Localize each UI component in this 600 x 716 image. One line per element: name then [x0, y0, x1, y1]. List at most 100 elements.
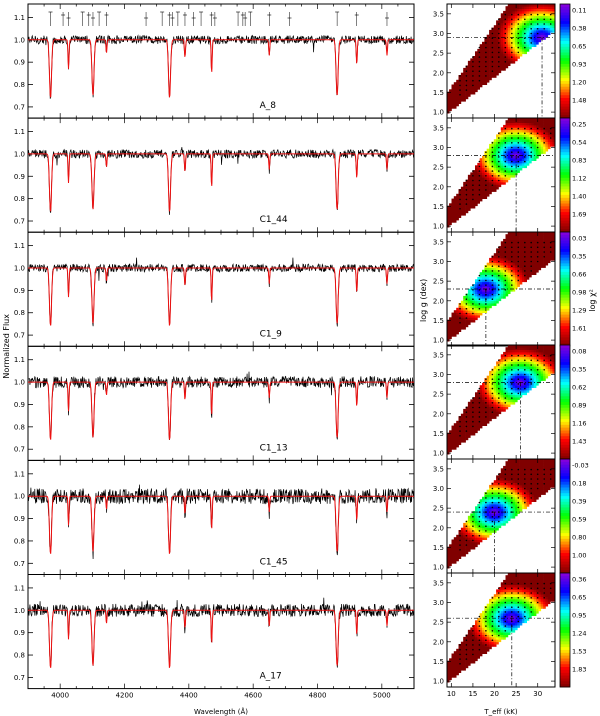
heatmap-cell	[550, 347, 553, 350]
heatmap-cell	[533, 141, 537, 145]
heatmap-cell	[510, 134, 513, 138]
heatmap-cell	[456, 205, 459, 209]
heatmap-cell	[465, 551, 469, 555]
heatmap-cell	[458, 537, 462, 540]
heatmap-cell	[467, 89, 471, 93]
colorbar-segment	[560, 41, 570, 45]
heatmap-cell	[507, 10, 511, 14]
heatmap-cell	[552, 241, 556, 245]
heatmap-cell	[482, 385, 485, 388]
heatmap-cell	[496, 262, 499, 266]
heatmap-cell	[529, 29, 532, 33]
heatmap-cell	[529, 366, 532, 369]
heatmap-cell	[540, 347, 544, 350]
heatmap-cell	[456, 307, 459, 311]
heatmap-cell	[477, 295, 480, 299]
heatmap-cell	[477, 189, 480, 192]
heatmap-cell	[467, 317, 471, 321]
heatmap-cell	[533, 248, 537, 252]
heatmap-cell	[496, 158, 499, 161]
heatmap-cell	[493, 511, 497, 514]
heatmap-cell	[512, 25, 516, 28]
heatmap-cell	[486, 274, 490, 278]
grid-point	[511, 378, 513, 381]
heatmap-cell	[531, 32, 534, 36]
heatmap-cell	[543, 34, 546, 38]
heatmap-cell	[519, 27, 523, 31]
heatmap-cell	[453, 322, 457, 325]
heatmap-cell	[507, 468, 511, 472]
heatmap-cell	[512, 39, 516, 43]
heatmap-cell	[463, 418, 466, 422]
heatmap-cell	[489, 274, 492, 278]
heatmap-cell	[529, 127, 532, 131]
heatmap-cell	[475, 60, 478, 64]
heatmap-cell	[484, 508, 488, 512]
heatmap-cell	[540, 373, 544, 377]
heatmap-cell	[514, 380, 518, 384]
colorbar-segment	[560, 323, 570, 327]
heatmap-cell	[503, 56, 506, 59]
heatmap-cell	[449, 560, 452, 564]
heatmap-cell	[510, 399, 513, 403]
heatmap-cell	[536, 257, 539, 261]
heatmap-cell	[498, 492, 502, 495]
grid-point	[491, 42, 494, 44]
heatmap-cell	[503, 515, 506, 519]
heatmap-cell	[505, 174, 509, 178]
heatmap-cell	[529, 22, 532, 26]
heatmap-cell	[467, 288, 471, 292]
heatmap-cell	[496, 404, 499, 407]
grid-point	[524, 251, 526, 253]
heatmap-cell	[449, 333, 452, 337]
heatmap-cell	[503, 406, 506, 410]
heatmap-cell	[503, 257, 506, 261]
heatmap-cell	[512, 165, 516, 169]
heatmap-cell	[451, 94, 455, 97]
heatmap-cell	[463, 196, 466, 199]
heatmap-cell	[505, 387, 509, 391]
grid-point	[524, 132, 526, 135]
heatmap-cell	[550, 6, 553, 9]
heatmap-cell	[503, 65, 506, 69]
heatmap-cell	[500, 67, 504, 71]
heatmap-cell	[545, 18, 549, 21]
heatmap-cell	[531, 356, 534, 360]
heatmap-cell	[463, 549, 466, 552]
grid-point	[511, 255, 513, 258]
grid-point	[511, 37, 513, 39]
heatmap-cell	[467, 67, 471, 71]
heatmap-cell	[533, 234, 537, 237]
heatmap-cell	[500, 380, 504, 384]
heatmap-cell	[498, 25, 502, 28]
colorbar-segment	[560, 384, 570, 389]
heatmap-cell	[552, 6, 556, 9]
heatmap-cell	[507, 172, 511, 176]
colorbar-segment	[560, 271, 570, 276]
heatmap-cell	[524, 347, 527, 350]
grid-point	[491, 411, 494, 414]
heatmap-cell	[479, 65, 483, 69]
heatmap-cell	[496, 32, 499, 36]
heatmap-cell	[517, 124, 520, 128]
heatmap-cell	[486, 508, 490, 512]
heatmap-cell	[498, 378, 502, 381]
grid-point	[511, 270, 513, 272]
colorbar-segment	[560, 396, 570, 400]
y-axis-label: Normalized Flux	[2, 314, 11, 379]
heatmap-cell	[491, 484, 495, 488]
heatmap-cell	[500, 241, 504, 245]
heatmap-cell	[467, 200, 471, 204]
heatmap-cell	[458, 423, 462, 426]
heatmap-cell	[526, 368, 530, 372]
heatmap-cell	[496, 63, 499, 66]
heatmap-cell	[521, 141, 525, 145]
heatmap-cell	[451, 427, 455, 431]
heatmap-cell	[482, 420, 485, 424]
heatmap-cell	[540, 132, 544, 135]
heatmap-cell	[500, 295, 504, 299]
heatmap-cell	[500, 480, 504, 483]
heatmap-cell	[550, 231, 553, 235]
heatmap-cell	[479, 79, 483, 83]
heatmap-cell	[477, 397, 480, 400]
